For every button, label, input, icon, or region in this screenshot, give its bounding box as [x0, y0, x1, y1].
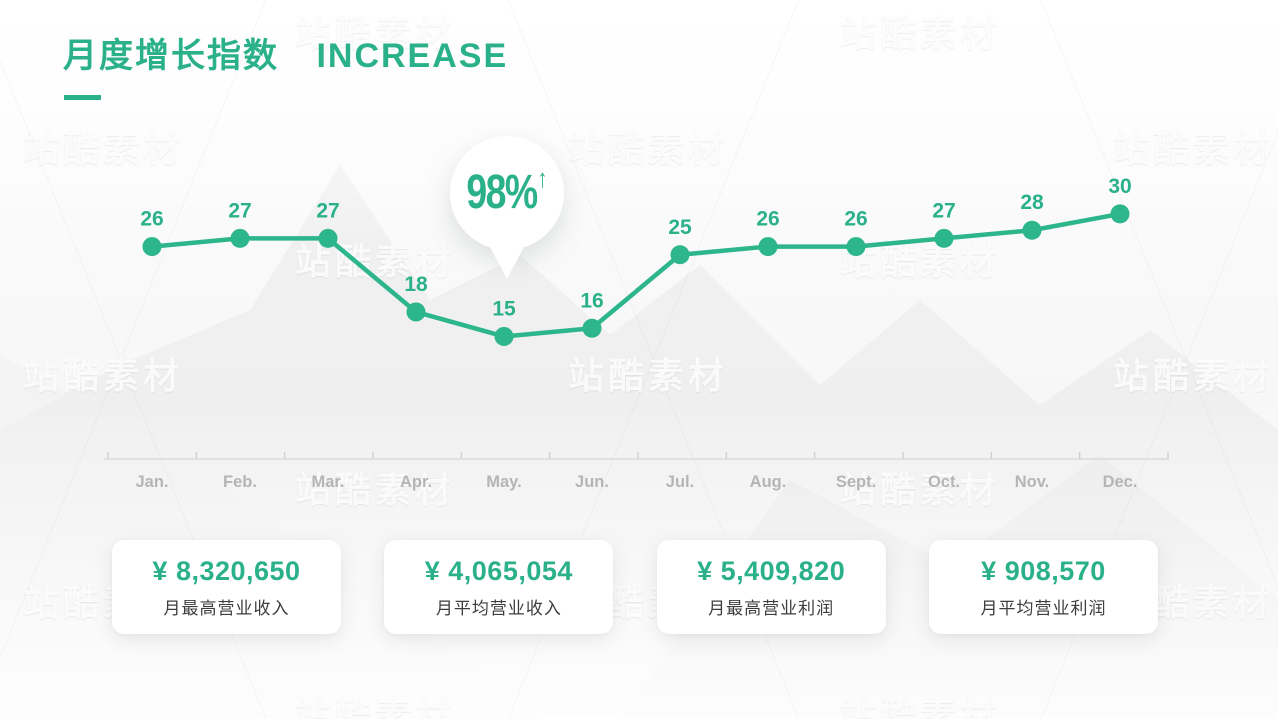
up-arrow-icon: ↑: [537, 163, 548, 193]
month-label: Nov.: [1015, 473, 1050, 491]
callout-text: 98%↑: [466, 165, 548, 219]
data-point-value: 26: [756, 208, 779, 231]
data-point: [1022, 220, 1042, 240]
data-point-value: 27: [228, 199, 251, 222]
stat-card-avg-revenue: ¥ 4,065,054 月平均营业收入: [384, 540, 614, 634]
stat-card-max-profit: ¥ 5,409,820 月最高营业利润: [656, 540, 886, 634]
stat-value: ¥ 5,409,820: [697, 555, 846, 586]
series-line: [149, 211, 1123, 339]
data-point-value: 25: [668, 216, 692, 239]
data-point: [1110, 204, 1130, 224]
data-point: [758, 237, 778, 257]
data-point-value: 26: [844, 208, 867, 231]
data-point-value: 28: [1020, 191, 1044, 214]
data-point-value: 15: [492, 297, 516, 320]
header: 月度增长指数 INCREASE: [63, 36, 508, 100]
month-label: Mar.: [311, 473, 344, 491]
data-point: [670, 245, 690, 265]
callout-value: 98%: [466, 166, 539, 219]
data-point-value: 18: [404, 273, 428, 296]
month-label: Apr.: [400, 473, 432, 491]
stats-cards: ¥ 8,320,650 月最高营业收入 ¥ 4,065,054 月平均营业收入 …: [112, 540, 1158, 634]
callout-bubble: 98%↑: [450, 136, 564, 250]
data-point-value: 27: [932, 199, 955, 222]
line-chart: Jan. Feb. Mar. Apr. May. Jun. Jul. Aug. Sept. Oct…: [104, 175, 1169, 491]
data-point: [230, 228, 250, 248]
month-label: Jan.: [135, 473, 168, 491]
data-point: [846, 237, 866, 257]
month-label: Feb.: [223, 473, 257, 491]
stat-card-avg-profit: ¥ 908,570 月平均营业利润: [928, 540, 1158, 634]
stat-label: 月平均营业利润: [980, 598, 1107, 618]
data-point: [494, 326, 514, 346]
month-label: Sept.: [836, 473, 876, 491]
month-label: Jul.: [666, 473, 694, 491]
data-point-value: 16: [580, 289, 603, 312]
data-point: [406, 302, 426, 322]
data-point: [142, 237, 162, 257]
page-title-zh: 月度增长指数: [63, 37, 279, 75]
stat-card-max-revenue: ¥ 8,320,650 月最高营业收入: [112, 540, 341, 634]
stat-value: ¥ 4,065,054: [424, 555, 573, 586]
month-label: May.: [486, 473, 521, 491]
month-label: Jun.: [575, 473, 609, 491]
month-label: Aug.: [750, 473, 787, 491]
month-label: Dec.: [1103, 473, 1138, 491]
title-underline: [64, 95, 101, 100]
stat-label: 月平均营业收入: [435, 598, 562, 618]
data-point: [318, 228, 338, 248]
stat-value: ¥ 908,570: [981, 555, 1106, 586]
stat-label: 月最高营业收入: [163, 598, 290, 618]
stat-label: 月最高营业利润: [708, 598, 835, 618]
top-fade: [0, 0, 1278, 240]
data-point-value: 30: [1108, 175, 1131, 198]
stat-value: ¥ 8,320,650: [152, 555, 301, 586]
page-title: 月度增长指数 INCREASE: [63, 36, 508, 77]
data-point: [934, 228, 954, 248]
data-point-value: 27: [316, 199, 339, 222]
month-label: Oct.: [928, 473, 960, 491]
page-title-en: INCREASE: [316, 37, 509, 75]
data-point-value: 26: [140, 208, 163, 231]
data-point: [582, 318, 602, 338]
